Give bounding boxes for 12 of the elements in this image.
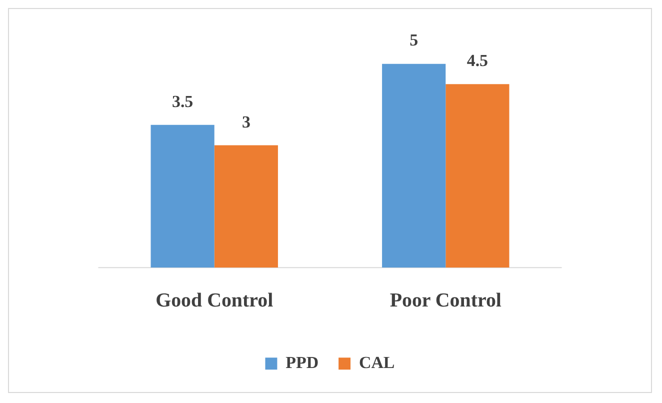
data-label: 5	[410, 30, 418, 50]
data-label: 3	[242, 112, 250, 132]
x-tick-label: Good Control	[156, 290, 274, 312]
data-label: 4.5	[466, 51, 488, 70]
x-tick-label: Poor Control	[390, 290, 502, 312]
bar	[446, 84, 510, 268]
data-label: 3.5	[172, 92, 194, 111]
bar	[214, 145, 278, 268]
bar	[150, 124, 214, 268]
bar	[382, 64, 446, 268]
legend-label: PPD	[286, 353, 319, 372]
legend-label: CAL	[358, 353, 395, 372]
